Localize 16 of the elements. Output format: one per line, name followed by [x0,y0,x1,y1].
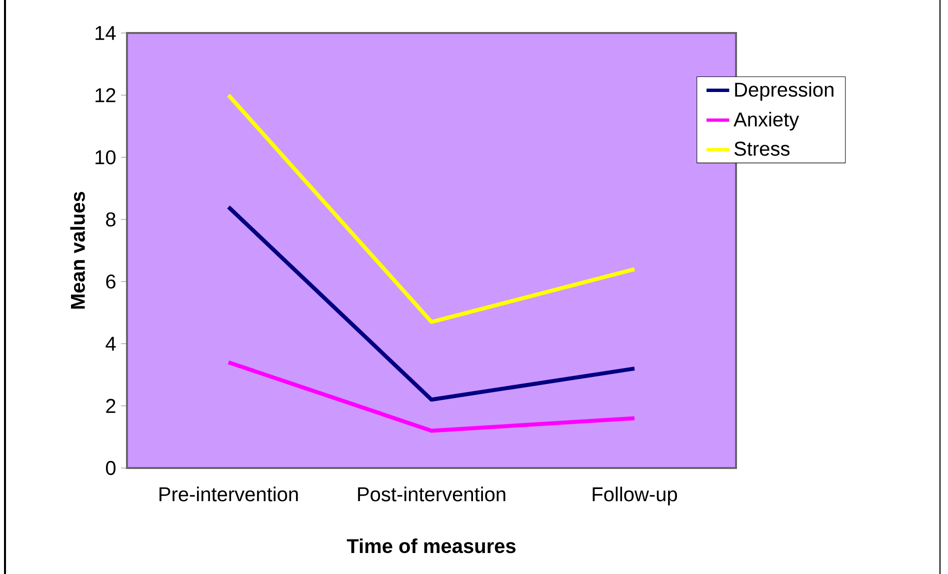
y-tick-label: 10 [96,150,116,164]
y-axis-title: Mean values [70,192,85,309]
y-tick-label: 14 [96,26,116,40]
y-tick-label: 4 [106,336,116,351]
y-tick-label: 12 [96,88,116,102]
y-tick-label: 8 [106,212,116,226]
y-tick-label: 2 [106,398,116,413]
x-tick-label: Follow-up [592,486,678,506]
y-tick-label: 6 [106,274,116,289]
legend-label: Anxiety [734,112,800,131]
x-axis-title: Time of measures [346,538,516,554]
legend-label: Stress [734,142,790,156]
x-tick-label: Pre-intervention [160,486,298,502]
y-tick-label: 0 [106,460,116,476]
x-tick-label: Post-intervention [358,486,506,502]
legend-label: Depression [735,82,834,101]
